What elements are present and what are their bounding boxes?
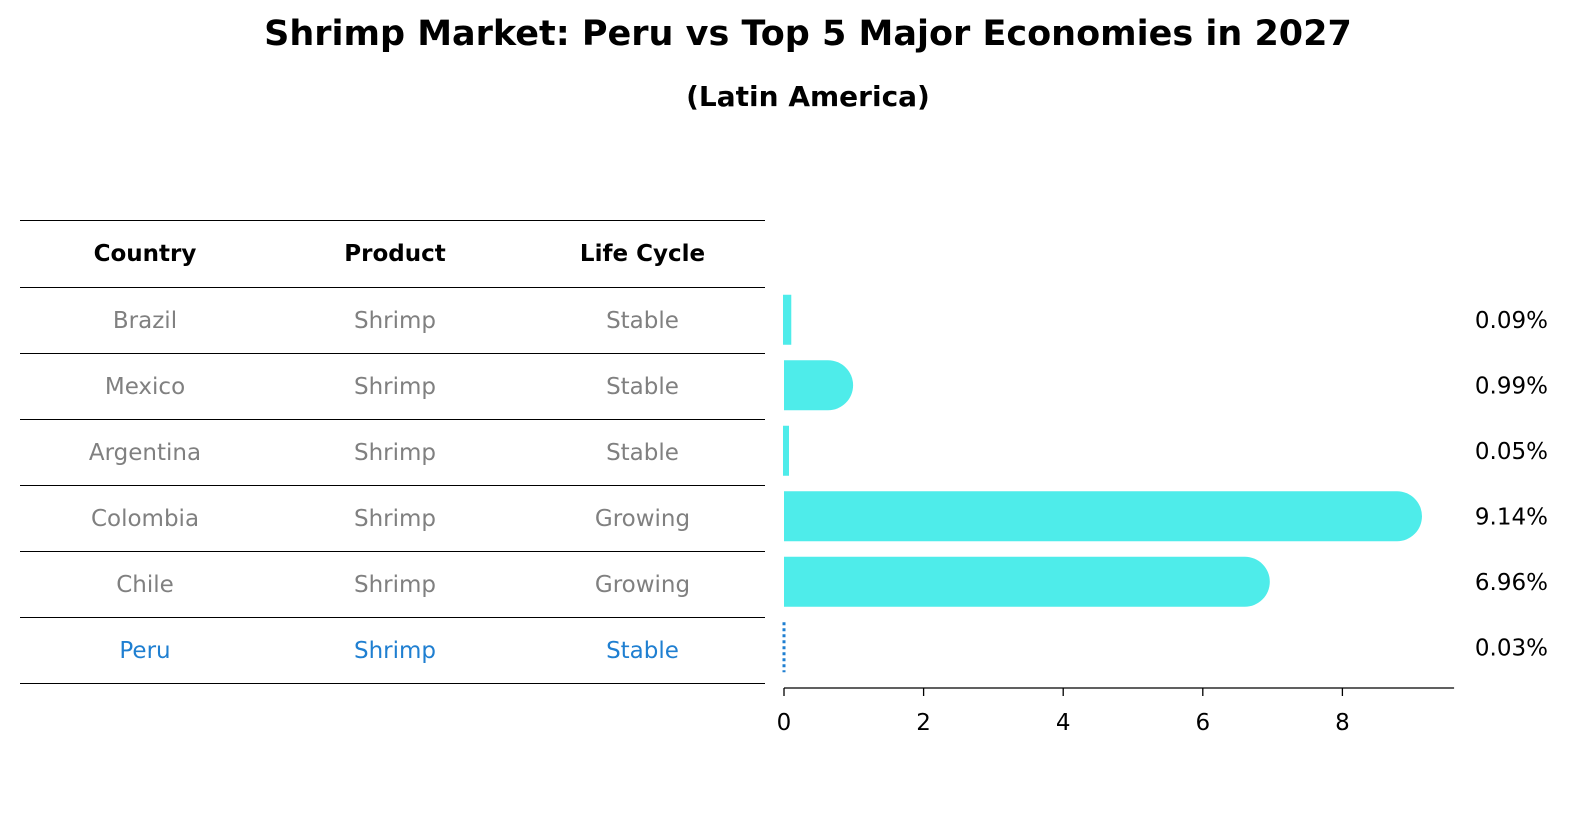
data-label-argentina: 0.05% <box>1475 439 1548 465</box>
header-country: Country <box>20 220 270 288</box>
table-row: Mexico Shrimp Stable <box>20 353 765 420</box>
x-tick-label: 0 <box>777 710 792 736</box>
table-row: Chile Shrimp Growing <box>20 551 765 618</box>
cell-life-cycle: Stable <box>520 287 765 354</box>
cell-country: Peru <box>20 617 270 684</box>
header-life-cycle: Life Cycle <box>520 220 765 288</box>
bar-brazil <box>783 294 792 345</box>
cell-product: Shrimp <box>270 287 520 354</box>
data-label-colombia: 9.14% <box>1475 504 1548 530</box>
header-product: Product <box>270 220 520 288</box>
table-header-row: Country Product Life Cycle <box>20 220 765 288</box>
data-label-brazil: 0.09% <box>1475 308 1548 334</box>
x-tick-label: 4 <box>1056 710 1071 736</box>
x-tick-label: 2 <box>916 710 931 736</box>
cell-product: Shrimp <box>270 617 520 684</box>
table-row-highlight: Peru Shrimp Stable <box>20 617 765 684</box>
table-row: Argentina Shrimp Stable <box>20 419 765 486</box>
cell-life-cycle: Growing <box>520 485 765 552</box>
data-label-mexico: 0.99% <box>1475 373 1548 399</box>
cell-life-cycle: Stable <box>520 617 765 684</box>
chart-title: Shrimp Market: Peru vs Top 5 Major Econo… <box>264 14 1352 54</box>
bar-chile <box>784 556 1270 607</box>
bar-mexico <box>784 360 854 411</box>
market-table: Country Product Life Cycle Brazil Shrimp… <box>20 220 765 684</box>
data-label-peru: 0.03% <box>1475 635 1548 661</box>
cell-life-cycle: Stable <box>520 419 765 486</box>
cell-country: Brazil <box>20 287 270 354</box>
bar-colombia <box>784 491 1422 542</box>
x-tick-label: 6 <box>1195 710 1210 736</box>
cell-country: Argentina <box>20 419 270 486</box>
cell-product: Shrimp <box>270 485 520 552</box>
data-label-chile: 6.96% <box>1475 570 1548 596</box>
cell-product: Shrimp <box>270 353 520 420</box>
chart-subtitle: (Latin America) <box>686 80 930 113</box>
cell-country: Colombia <box>20 485 270 552</box>
cell-country: Chile <box>20 551 270 618</box>
bar-argentina <box>783 425 789 476</box>
cell-product: Shrimp <box>270 551 520 618</box>
cell-product: Shrimp <box>270 419 520 486</box>
x-tick-label: 8 <box>1335 710 1350 736</box>
table-row: Colombia Shrimp Growing <box>20 485 765 552</box>
cell-life-cycle: Growing <box>520 551 765 618</box>
table-row: Brazil Shrimp Stable <box>20 287 765 354</box>
cell-country: Mexico <box>20 353 270 420</box>
